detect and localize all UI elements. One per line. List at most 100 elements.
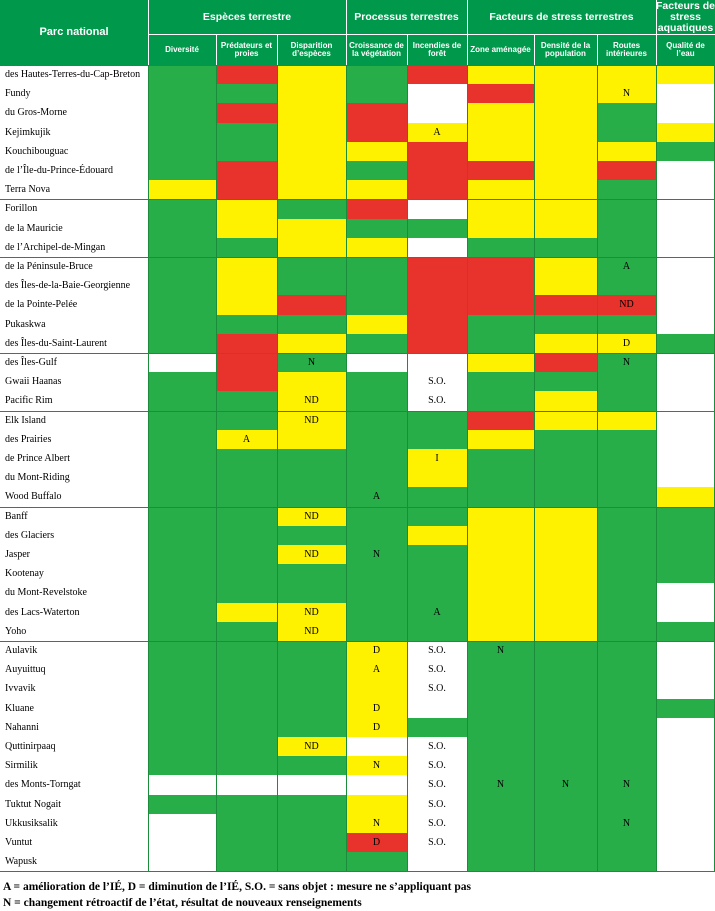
status-cell [148, 794, 216, 815]
status-cell [597, 333, 656, 354]
status-cell [656, 199, 715, 220]
status-cell [216, 372, 277, 392]
status-cell [597, 756, 656, 776]
status-cell [216, 756, 277, 776]
status-code: N [622, 817, 631, 829]
status-cell [656, 295, 715, 316]
park-name: de la Péninsule-Bruce [5, 261, 93, 272]
status-cell [656, 103, 715, 124]
status-cell [656, 391, 715, 412]
status-cell [656, 449, 715, 469]
status-cell [407, 276, 467, 296]
status-cell [656, 660, 715, 680]
status-cell [148, 833, 216, 853]
status-cell [277, 717, 346, 738]
status-cell [407, 449, 467, 469]
status-cell [407, 813, 467, 834]
status-cell [407, 833, 467, 853]
status-cell [407, 583, 467, 604]
status-cell [597, 564, 656, 584]
status-cell [467, 295, 534, 316]
status-cell [277, 141, 346, 162]
status-cell [534, 103, 597, 124]
status-cell [534, 353, 597, 373]
status-cell [467, 237, 534, 258]
status-cell [467, 852, 534, 872]
status-cell [346, 641, 407, 661]
status-cell [346, 583, 407, 604]
status-cell [534, 122, 597, 143]
park-name: Pukaskwa [5, 318, 46, 330]
status-cell [216, 545, 277, 565]
status-cell [534, 487, 597, 508]
status-cell [277, 833, 346, 853]
status-cell [407, 372, 467, 392]
status-cell [216, 737, 277, 757]
status-cell [467, 660, 534, 680]
status-cell [346, 199, 407, 220]
header-group-divider [467, 0, 468, 65]
status-cell [407, 852, 467, 872]
status-cell [277, 602, 346, 623]
status-cell [534, 257, 597, 277]
status-cell [597, 218, 656, 239]
status-code: S.O. [428, 837, 446, 848]
status-cell [346, 833, 407, 853]
status-cell [656, 314, 715, 335]
legend-line-1: A = amélioration de l’IÉ, D = diminution… [3, 881, 472, 893]
status-cell [656, 122, 715, 143]
status-cell [467, 180, 534, 200]
status-cell [277, 794, 346, 815]
status-cell [597, 180, 656, 200]
status-cell [277, 429, 346, 450]
status-cell [534, 218, 597, 239]
status-cell [216, 621, 277, 642]
status-cell [277, 257, 346, 277]
status-cell [467, 257, 534, 277]
status-cell [467, 410, 534, 431]
status-cell [346, 449, 407, 469]
status-cell [656, 679, 715, 700]
status-code: N [372, 549, 381, 560]
status-cell [534, 602, 597, 623]
status-cell [597, 698, 656, 719]
status-cell [216, 564, 277, 584]
park-name: des Îles-du-Saint-Laurent [5, 337, 107, 349]
park-name: Pacific Rim [5, 395, 53, 407]
status-cell [534, 410, 597, 431]
status-cell [407, 679, 467, 700]
status-cell [148, 487, 216, 508]
status-cell [277, 487, 346, 508]
status-code: ND [304, 606, 319, 618]
status-cell [148, 237, 216, 258]
status-cell [216, 449, 277, 469]
status-cell [277, 525, 346, 546]
status-cell [407, 602, 467, 623]
status-cell [407, 257, 467, 277]
status-cell [277, 852, 346, 872]
status-cell [148, 429, 216, 450]
status-cell [277, 698, 346, 719]
status-cell [597, 717, 656, 738]
status-code: S.O. [428, 817, 446, 829]
status-cell [534, 506, 597, 527]
status-cell [534, 775, 597, 796]
header-group: Facteurs de stress aquatiques [656, 0, 715, 35]
status-cell [656, 737, 715, 757]
status-cell [148, 333, 216, 354]
column-divider [216, 65, 217, 872]
header-column-divider [597, 35, 598, 65]
status-cell [148, 545, 216, 565]
status-cell [216, 506, 277, 527]
status-cell [407, 621, 467, 642]
status-cell [534, 583, 597, 604]
status-cell [148, 717, 216, 738]
status-cell [407, 660, 467, 680]
status-cell [216, 583, 277, 604]
status-cell [277, 410, 346, 431]
status-cell [656, 621, 715, 642]
status-cell [467, 353, 534, 373]
status-cell [597, 794, 656, 815]
column-divider [148, 65, 149, 872]
status-code: N [561, 779, 570, 791]
